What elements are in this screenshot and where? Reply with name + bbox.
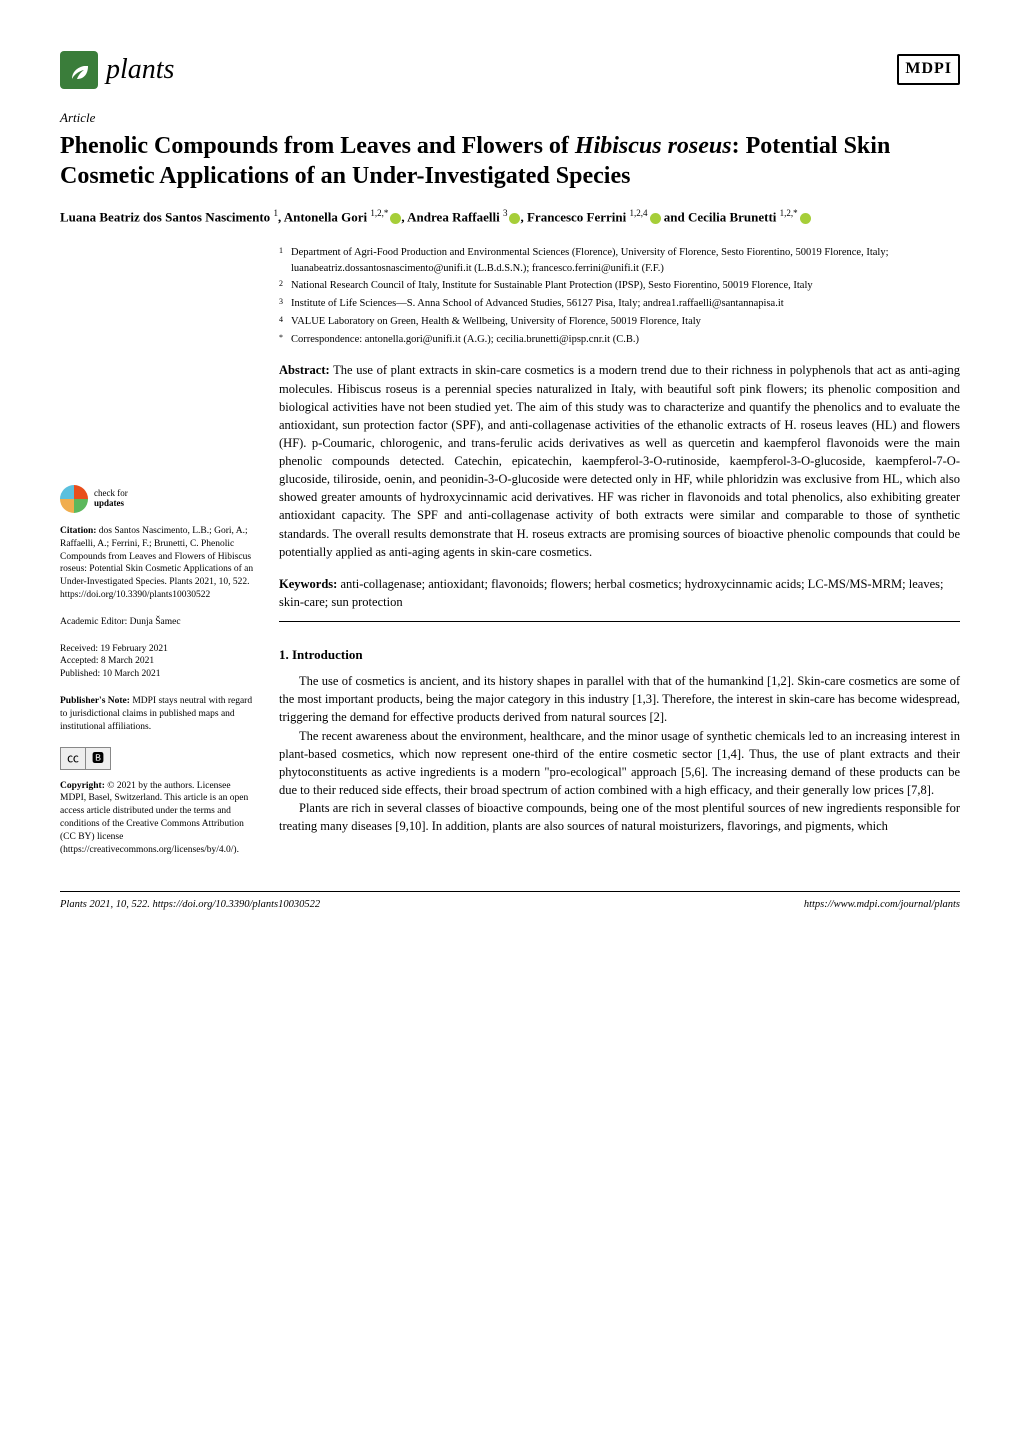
affiliation-2-text: National Research Council of Italy, Inst… <box>291 280 813 291</box>
check-updates-text: check for updates <box>94 489 128 509</box>
leaf-icon <box>60 51 98 89</box>
editor-block: Academic Editor: Dunja Šamec <box>60 616 255 629</box>
author-3-aff: 3 <box>503 208 508 218</box>
affiliation-1: 1Department of Agri-Food Production and … <box>291 245 960 277</box>
copyright-text: © 2021 by the authors. Licensee MDPI, Ba… <box>60 781 248 855</box>
intro-para-3: Plants are rich in several classes of bi… <box>279 799 960 835</box>
orcid-icon[interactable] <box>650 213 661 224</box>
author-4: , Francesco Ferrini <box>520 210 629 225</box>
citation-label: Citation: <box>60 526 96 536</box>
article-type: Article <box>60 109 960 127</box>
copyright-block: Copyright: © 2021 by the authors. Licens… <box>60 780 255 857</box>
affiliation-3-text: Institute of Life Sciences—S. Anna Schoo… <box>291 298 784 309</box>
author-2-aff: 1,2,* <box>370 208 388 218</box>
cc-icon: ㏄ <box>60 747 85 769</box>
intro-para-1: The use of cosmetics is ancient, and its… <box>279 672 960 726</box>
pub-note-label: Publisher's Note: <box>60 696 130 706</box>
correspondence-text: Correspondence: antonella.gori@unifi.it … <box>291 334 639 345</box>
citation-text: dos Santos Nascimento, L.B.; Gori, A.; R… <box>60 526 253 600</box>
abstract-label: Abstract: <box>279 363 330 377</box>
check-updates-badge[interactable]: check for updates <box>60 485 255 513</box>
footer-row: Plants 2021, 10, 522. https://doi.org/10… <box>60 891 960 913</box>
copyright-label: Copyright: <box>60 781 105 791</box>
sidebar: check for updates Citation: dos Santos N… <box>60 245 255 871</box>
article-title: Phenolic Compounds from Leaves and Flowe… <box>60 131 960 191</box>
affiliation-4-text: VALUE Laboratory on Green, Health & Well… <box>291 316 701 327</box>
title-species: Hibiscus roseus <box>575 133 732 159</box>
author-4-aff: 1,2,4 <box>630 208 648 218</box>
author-5-aff: 1,2,* <box>780 208 798 218</box>
affiliations-list: 1Department of Agri-Food Production and … <box>279 245 960 348</box>
two-column-layout: check for updates Citation: dos Santos N… <box>60 245 960 871</box>
check-line2: updates <box>94 498 124 508</box>
publisher-logo: MDPI <box>897 54 960 84</box>
keywords: Keywords: anti-collagenase; antioxidant;… <box>279 575 960 622</box>
date-received: Received: 19 February 2021 <box>60 643 255 656</box>
introduction-body: The use of cosmetics is ancient, and its… <box>279 672 960 835</box>
cc-by-badge[interactable]: ㏄ 🅱 <box>60 747 255 769</box>
keywords-label: Keywords: <box>279 577 337 591</box>
citation-block: Citation: dos Santos Nascimento, L.B.; G… <box>60 525 255 602</box>
correspondence: *Correspondence: antonella.gori@unifi.it… <box>291 332 960 348</box>
author-3: , Andrea Raffaelli <box>401 210 503 225</box>
date-accepted: Accepted: 8 March 2021 <box>60 655 255 668</box>
dates-block: Received: 19 February 2021 Accepted: 8 M… <box>60 643 255 681</box>
keywords-text: anti-collagenase; antioxidant; flavonoid… <box>279 577 943 609</box>
abstract: Abstract: The use of plant extracts in s… <box>279 361 960 560</box>
date-published: Published: 10 March 2021 <box>60 668 255 681</box>
footer-right: https://www.mdpi.com/journal/plants <box>804 898 960 913</box>
orcid-icon[interactable] <box>390 213 401 224</box>
editor-label: Academic Editor: <box>60 617 130 627</box>
authors-line: Luana Beatriz dos Santos Nascimento 1, A… <box>60 207 960 227</box>
by-icon: 🅱 <box>85 747 111 769</box>
title-pre: Phenolic Compounds from Leaves and Flowe… <box>60 133 575 159</box>
main-column: 1Department of Agri-Food Production and … <box>279 245 960 871</box>
publisher-note-block: Publisher's Note: MDPI stays neutral wit… <box>60 695 255 733</box>
author-5: and Cecilia Brunetti <box>661 210 780 225</box>
journal-logo: plants <box>60 50 174 89</box>
affiliation-3: 3Institute of Life Sciences—S. Anna Scho… <box>291 296 960 312</box>
check-line1: check for <box>94 488 128 498</box>
orcid-icon[interactable] <box>800 213 811 224</box>
author-2: , Antonella Gori <box>278 210 370 225</box>
journal-name: plants <box>106 50 174 89</box>
affiliation-4: 4VALUE Laboratory on Green, Health & Wel… <box>291 314 960 330</box>
check-updates-icon <box>60 485 88 513</box>
orcid-icon[interactable] <box>509 213 520 224</box>
header-row: plants MDPI <box>60 50 960 89</box>
affiliation-1-text: Department of Agri-Food Production and E… <box>291 247 889 274</box>
editor-name: Dunja Šamec <box>130 617 181 627</box>
section-heading-intro: 1. Introduction <box>279 646 960 664</box>
abstract-text: The use of plant extracts in skin-care c… <box>279 363 960 558</box>
intro-para-2: The recent awareness about the environme… <box>279 727 960 800</box>
affiliation-2: 2National Research Council of Italy, Ins… <box>291 278 960 294</box>
footer-left: Plants 2021, 10, 522. https://doi.org/10… <box>60 898 320 913</box>
author-1: Luana Beatriz dos Santos Nascimento <box>60 210 273 225</box>
